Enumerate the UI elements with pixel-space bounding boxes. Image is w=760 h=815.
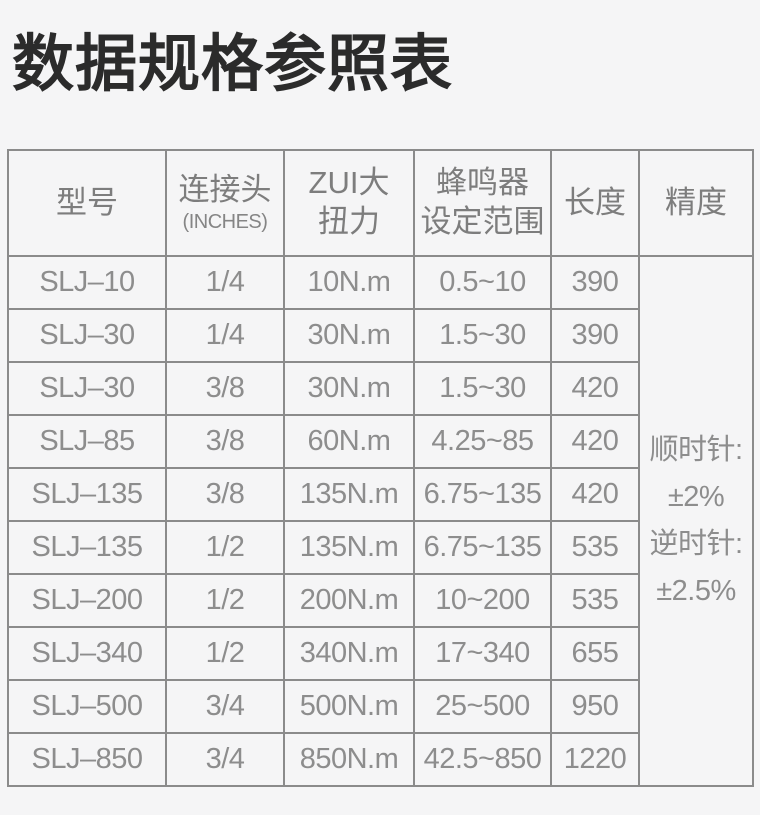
- cell-length: 420: [550, 361, 640, 416]
- cell-buzzer-range: 25~500: [413, 679, 552, 734]
- accuracy-line-clockwise: 顺时针:: [649, 434, 743, 466]
- cell-connector: 1/2: [165, 573, 285, 628]
- cell-buzzer-range: 1.5~30: [413, 308, 552, 363]
- cell-length: 655: [550, 626, 640, 681]
- cell-connector: 3/4: [165, 679, 285, 734]
- table-row: SLJ–135 3/8 135N.m 6.75~135 420: [7, 467, 753, 522]
- cell-model: SLJ–30: [7, 308, 167, 363]
- header-buzzer-line1: 蜂鸣器: [436, 165, 529, 201]
- header-model: 型号: [7, 149, 167, 257]
- header-length: 长度: [550, 149, 640, 257]
- cell-connector: 1/4: [165, 255, 285, 310]
- accuracy-line-counterclockwise: 逆时针:: [649, 528, 743, 560]
- cell-torque: 200N.m: [283, 573, 415, 628]
- cell-buzzer-range: 0.5~10: [413, 255, 552, 310]
- cell-buzzer-range: 10~200: [413, 573, 552, 628]
- cell-connector: 1/2: [165, 520, 285, 575]
- cell-buzzer-range: 6.75~135: [413, 467, 552, 522]
- cell-model: SLJ–135: [7, 520, 167, 575]
- table-row: SLJ–200 1/2 200N.m 10~200 535: [7, 573, 753, 628]
- header-buzzer: 蜂鸣器 设定范围: [413, 149, 552, 257]
- cell-model: SLJ–500: [7, 679, 167, 734]
- cell-torque: 30N.m: [283, 308, 415, 363]
- cell-buzzer-range: 1.5~30: [413, 361, 552, 416]
- cell-model: SLJ–85: [7, 414, 167, 469]
- cell-connector: 1/4: [165, 308, 285, 363]
- table-row: SLJ–10 1/4 10N.m 0.5~10 390 顺时针: ±2% 逆时针…: [7, 255, 754, 787]
- cell-model: SLJ–10: [7, 255, 167, 310]
- cell-model: SLJ–340: [7, 626, 167, 681]
- header-torque-line1: ZUI大: [308, 165, 390, 201]
- cell-torque: 135N.m: [283, 520, 415, 575]
- cell-length: 950: [550, 679, 640, 734]
- cell-length: 535: [550, 573, 640, 628]
- cell-model: SLJ–135: [7, 467, 167, 522]
- table-row: SLJ–30 1/4 30N.m 1.5~30 390: [7, 308, 753, 363]
- cell-connector: 3/4: [165, 732, 285, 787]
- header-accuracy: 精度: [638, 149, 754, 257]
- cell-length: 1220: [550, 732, 640, 787]
- header-length-label: 长度: [564, 184, 626, 220]
- table-row: SLJ–135 1/2 135N.m 6.75~135 535: [7, 520, 753, 575]
- cell-length: 420: [550, 467, 640, 522]
- cell-torque: 850N.m: [283, 732, 415, 787]
- table-row: SLJ–340 1/2 340N.m 17~340 655: [7, 626, 753, 681]
- cell-accuracy-merged: 顺时针: ±2% 逆时针: ±2.5%: [638, 255, 754, 787]
- cell-connector: 3/8: [165, 467, 285, 522]
- cell-model: SLJ–30: [7, 361, 167, 416]
- accuracy-value-counterclockwise: ±2.5%: [656, 575, 736, 607]
- cell-torque: 30N.m: [283, 361, 415, 416]
- spec-table: 型号 连接头 (INCHES) ZUI大 扭力 蜂鸣器 设定范围 长度: [7, 149, 754, 787]
- table-row: SLJ–500 3/4 500N.m 25~500 950: [7, 679, 753, 734]
- header-connector-unit: (INCHES): [182, 210, 268, 233]
- table-row: SLJ–850 3/4 850N.m 42.5~850 1220: [7, 732, 753, 787]
- header-model-label: 型号: [56, 184, 118, 220]
- table-row: SLJ–85 3/8 60N.m 4.25~85 420: [7, 414, 753, 469]
- cell-model: SLJ–850: [7, 732, 167, 787]
- cell-buzzer-range: 4.25~85: [413, 414, 552, 469]
- cell-connector: 1/2: [165, 626, 285, 681]
- cell-torque: 10N.m: [283, 255, 415, 310]
- header-accuracy-label: 精度: [665, 184, 727, 220]
- cell-connector: 3/8: [165, 414, 285, 469]
- accuracy-value-clockwise: ±2%: [667, 481, 725, 513]
- header-torque: ZUI大 扭力: [283, 149, 415, 257]
- header-buzzer-line2: 设定范围: [420, 204, 545, 239]
- cell-length: 420: [550, 414, 640, 469]
- table-row: SLJ–30 3/8 30N.m 1.5~30 420: [7, 361, 753, 416]
- cell-buzzer-range: 6.75~135: [413, 520, 552, 575]
- page-title: 数据规格参照表: [12, 30, 454, 99]
- header-connector-label: 连接头: [178, 172, 272, 208]
- cell-torque: 135N.m: [283, 467, 415, 522]
- cell-model: SLJ–200: [7, 573, 167, 628]
- cell-torque: 340N.m: [283, 626, 415, 681]
- cell-length: 390: [550, 255, 640, 310]
- cell-length: 535: [550, 520, 640, 575]
- cell-connector: 3/8: [165, 361, 285, 416]
- cell-torque: 60N.m: [283, 414, 415, 469]
- header-connector: 连接头 (INCHES): [165, 149, 285, 257]
- header-torque-line2: 扭力: [318, 204, 380, 239]
- cell-buzzer-range: 42.5~850: [413, 732, 552, 787]
- cell-buzzer-range: 17~340: [413, 626, 552, 681]
- table-header-row: 型号 连接头 (INCHES) ZUI大 扭力 蜂鸣器 设定范围 长度: [7, 149, 754, 257]
- cell-length: 390: [550, 308, 640, 363]
- cell-torque: 500N.m: [283, 679, 415, 734]
